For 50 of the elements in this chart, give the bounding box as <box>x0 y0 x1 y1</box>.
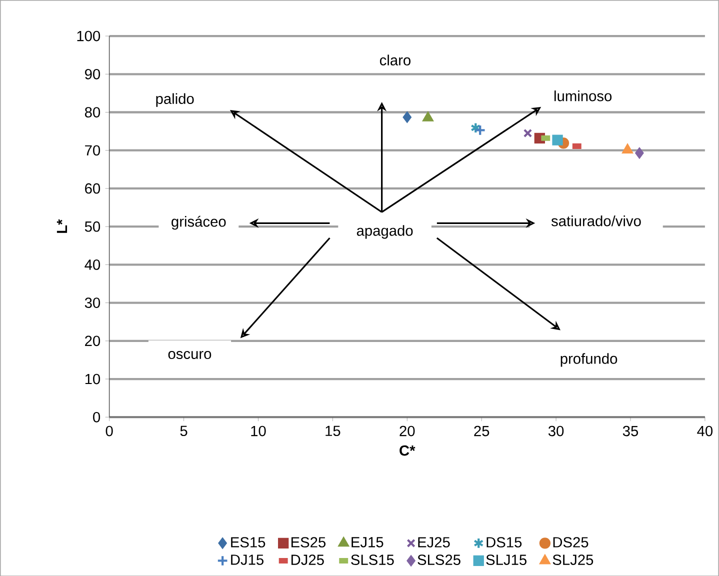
y-tick-label: 30 <box>84 297 100 308</box>
legend-label: SLJ15 <box>486 554 526 565</box>
point <box>635 148 644 158</box>
point <box>422 112 434 122</box>
point <box>470 122 481 134</box>
legend-label: ES25 <box>291 536 326 548</box>
x-tick-label: 15 <box>326 426 340 436</box>
legend-label: SLJ25 <box>552 554 594 565</box>
legend-label: DS25 <box>553 536 588 548</box>
x-tick-label: 25 <box>474 426 490 436</box>
y-tick-label: 70 <box>85 144 100 156</box>
x-tick-label: 5 <box>180 426 188 436</box>
legend-label: EJ15 <box>352 536 384 548</box>
y-tick-label: 100 <box>77 30 100 42</box>
legend-label: DJ15 <box>231 554 264 565</box>
x-tick-label: 10 <box>251 426 266 436</box>
legend-label: ES15 <box>231 536 266 548</box>
legend-label: EJ25 <box>418 536 450 548</box>
legend-label: DJ25 <box>291 554 324 565</box>
legend-label: SLS15 <box>351 554 394 565</box>
x-tick-label: 0 <box>106 426 113 436</box>
point <box>402 112 412 122</box>
y-tick-label: 90 <box>85 68 100 80</box>
x-tick-label: 40 <box>697 426 713 436</box>
x-tick-label: 20 <box>400 426 415 436</box>
y-tick-label: 60 <box>85 183 100 194</box>
annotation: apagado <box>356 224 413 239</box>
annotation: claro <box>380 54 410 66</box>
y-tick-label: 50 <box>84 221 100 232</box>
annotation: oscuro <box>168 350 212 359</box>
y-tick-label: 80 <box>84 106 100 118</box>
x-tick-label: 30 <box>548 426 564 436</box>
y-tick-label: 0 <box>93 412 100 422</box>
x-axis-title: C* <box>400 445 416 456</box>
point <box>622 144 633 154</box>
legend-label: SLS25 <box>418 554 460 565</box>
point <box>474 124 486 136</box>
y-axis-title: L* <box>56 219 68 233</box>
y-tick-label: 10 <box>85 374 100 384</box>
annotation: luminoso <box>554 90 612 102</box>
annotation: profundo <box>560 352 618 367</box>
y-tick-label: 20 <box>85 336 100 346</box>
legend-label: DS15 <box>486 536 522 548</box>
annotation: palido <box>156 93 194 107</box>
annotation: grisáceo <box>172 216 226 230</box>
annotation: satiurado/vivo <box>551 215 641 226</box>
x-tick-label: 35 <box>622 426 638 436</box>
point <box>552 134 563 146</box>
point <box>523 128 532 138</box>
y-tick-label: 40 <box>84 259 100 270</box>
